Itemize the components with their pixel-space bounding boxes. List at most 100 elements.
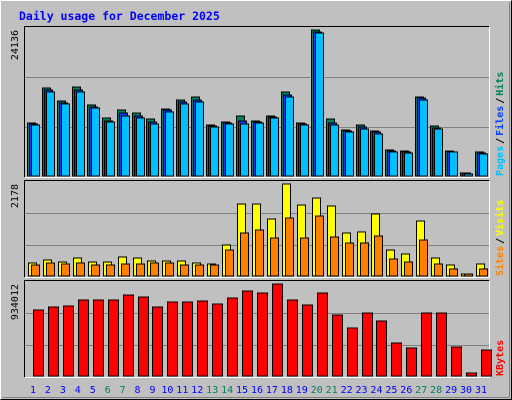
bar: [451, 346, 462, 377]
bar: [391, 342, 402, 377]
bar: [449, 151, 458, 177]
plot-border-dark: [24, 26, 490, 178]
plot-border-dark: [24, 280, 490, 378]
x-tick-label: 21: [326, 385, 338, 396]
bar: [374, 133, 383, 177]
bar: [404, 152, 413, 177]
y-max-label: 934012: [10, 284, 21, 320]
bar: [61, 103, 70, 177]
bar: [121, 263, 130, 277]
bar: [287, 299, 298, 377]
bar: [165, 262, 174, 277]
bar: [419, 239, 428, 277]
bar: [330, 124, 339, 177]
bar: [93, 299, 104, 377]
legend-entry: Pages: [495, 146, 506, 176]
bar: [421, 312, 432, 377]
bar: [78, 299, 89, 377]
legend-entry: Sites: [494, 246, 506, 276]
x-tick-label: 2: [45, 385, 51, 396]
bar: [106, 121, 115, 177]
bar: [48, 306, 59, 377]
bar: [136, 117, 145, 177]
bar: [240, 123, 249, 177]
bar: [182, 301, 193, 377]
bar: [225, 249, 234, 277]
x-tick-label: 20: [311, 385, 323, 396]
bar: [285, 217, 294, 277]
bar: [374, 235, 383, 277]
bar: [197, 300, 208, 377]
bar: [195, 264, 204, 277]
bar: [302, 304, 313, 377]
x-tick-label: 6: [105, 385, 111, 396]
x-tick-label: 18: [281, 385, 293, 396]
bar: [167, 301, 178, 377]
bar: [362, 312, 373, 377]
bar: [257, 292, 268, 377]
x-tick-label: 23: [356, 385, 368, 396]
bar: [195, 101, 204, 177]
bar: [76, 262, 85, 277]
bar: [212, 303, 223, 377]
legend-entry: Hits: [494, 72, 506, 96]
legend-separator: /: [495, 98, 506, 104]
legend-separator: /: [495, 138, 506, 144]
bar: [434, 263, 443, 277]
bar: [33, 309, 44, 377]
bar: [389, 151, 398, 177]
y-max-label: 2178: [10, 184, 21, 208]
bar: [210, 126, 219, 177]
bar: [285, 96, 294, 177]
bar: [332, 314, 343, 377]
bar: [46, 262, 55, 277]
x-tick-label: 28: [430, 385, 442, 396]
bar: [91, 107, 100, 177]
bar: [180, 264, 189, 277]
bar: [63, 305, 74, 377]
bar: [464, 273, 473, 277]
y-max-label: 24136: [10, 30, 21, 60]
x-tick-label: 4: [75, 385, 81, 396]
x-tick-label: 14: [221, 385, 233, 396]
plot-border-light: [24, 26, 490, 178]
bar: [91, 264, 100, 277]
x-tick-label: 25: [385, 385, 397, 396]
bar: [242, 290, 253, 377]
bar: [406, 347, 417, 377]
x-tick-label: 26: [400, 385, 412, 396]
bar: [255, 229, 264, 277]
legend-entry: KBytes: [495, 340, 506, 376]
bar: [436, 312, 447, 377]
x-tick-label: 12: [191, 385, 203, 396]
bar: [330, 236, 339, 277]
bar: [136, 263, 145, 277]
bar: [227, 297, 238, 377]
bar: [449, 268, 458, 277]
bar: [466, 372, 477, 377]
legend-entry: Files: [494, 106, 506, 136]
bar: [300, 124, 309, 177]
bar: [270, 237, 279, 277]
bar: [376, 320, 387, 377]
bar: [479, 153, 488, 177]
bar: [255, 122, 264, 177]
x-tick-label: 13: [206, 385, 218, 396]
bar: [360, 128, 369, 177]
bar: [150, 262, 159, 277]
legend-entry: Visits: [494, 200, 506, 236]
x-tick-label: 10: [161, 385, 173, 396]
bar: [300, 237, 309, 277]
bar: [317, 292, 328, 377]
bar: [479, 268, 488, 277]
bar: [240, 232, 249, 277]
x-tick-label: 24: [370, 385, 382, 396]
bar: [106, 264, 115, 277]
x-tick-label: 16: [251, 385, 263, 396]
x-tick-label: 9: [149, 385, 155, 396]
bar: [315, 32, 324, 177]
x-tick-label: 17: [266, 385, 278, 396]
